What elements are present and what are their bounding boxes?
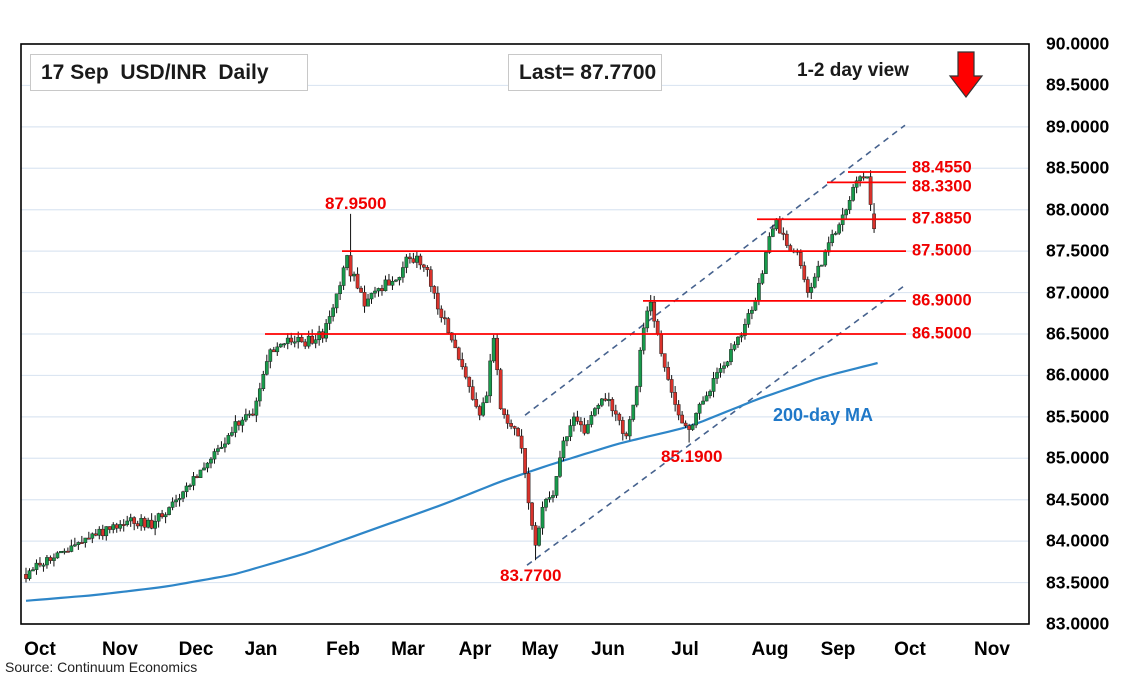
candles <box>24 170 876 583</box>
red-down-arrow-icon <box>948 51 984 98</box>
support-resistance-lines <box>265 171 906 335</box>
plot-border <box>20 43 1030 625</box>
channel-upper-line <box>524 124 906 416</box>
ma-line <box>25 361 878 602</box>
